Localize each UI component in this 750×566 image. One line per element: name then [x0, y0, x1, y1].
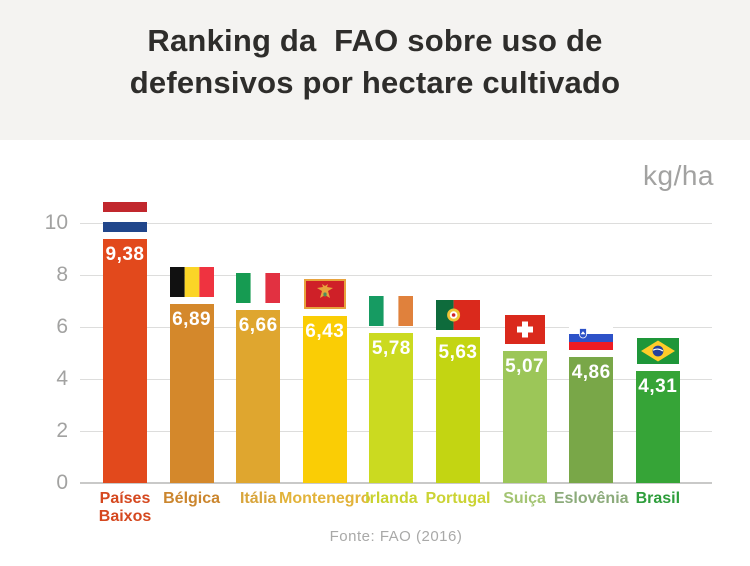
- bar-value-irlanda: 5,78: [371, 338, 411, 359]
- category-label-montenegro: Montenegro: [279, 490, 371, 507]
- bar-value-eslovenia: 4,86: [571, 362, 611, 383]
- bar-value-paises-baixos: 9,38: [105, 244, 145, 265]
- slovenia-flag: [569, 326, 614, 350]
- bar-value-brasil: 4,31: [638, 376, 678, 397]
- unit-label: kg/ha: [643, 160, 714, 191]
- title-line-1: Ranking da FAO sobre uso de: [147, 23, 603, 58]
- ireland-flag: [369, 296, 414, 326]
- category-label-suica: Suiça: [503, 490, 546, 507]
- bar-italia: 6,66: [236, 310, 281, 483]
- gridline-10: [80, 223, 712, 224]
- gridline-8: [80, 275, 712, 276]
- source-caption: Fonte: FAO (2016): [329, 528, 463, 545]
- bar-value-portugal: 5,63: [438, 342, 478, 363]
- title-banner: Ranking da FAO sobre uso de defensivos p…: [0, 0, 750, 140]
- bar-portugal: 5,63: [436, 337, 480, 483]
- bar-group-italia: 6,66 Itália: [236, 223, 281, 507]
- netherlands-flag: [103, 202, 147, 232]
- page-title: Ranking da FAO sobre uso de defensivos p…: [0, 20, 750, 104]
- belgium-flag: [169, 267, 214, 297]
- plot-area: 9,38 Países Baixos 6,89 Bélgica 6,66 Itália 6,…: [80, 202, 712, 525]
- montenegro-flag: [303, 279, 346, 309]
- bar-eslovenia: 4,86: [569, 357, 614, 483]
- bar-montenegro: 6,43: [302, 316, 347, 483]
- switzerland-flag: [504, 315, 545, 344]
- y-tick-label-4: 4: [56, 367, 68, 390]
- italy-flag: [236, 273, 281, 303]
- bar-value-belgica: 6,89: [172, 309, 212, 330]
- bar-group-belgica: 6,89 Bélgica: [163, 223, 220, 507]
- bar-group-eslovenia: 4,86 Eslovênia: [554, 223, 629, 507]
- bar-value-suica: 5,07: [505, 356, 545, 377]
- bar-paises-baixos: 9,38: [103, 239, 147, 483]
- bar-group-irlanda: 5,78 Irlanda: [365, 223, 418, 507]
- category-label-irlanda: Irlanda: [365, 490, 418, 507]
- category-label-eslovenia: Eslovênia: [553, 490, 629, 507]
- bar-value-italia: 6,66: [238, 315, 278, 336]
- category-label-italia: Itália: [239, 490, 277, 507]
- bar-group-paises-baixos: 9,38 Países Baixos: [99, 202, 151, 525]
- brazil-flag: [636, 338, 679, 364]
- y-tick-label-6: 6: [56, 315, 68, 338]
- portugal-flag: [436, 300, 480, 330]
- bar-belgica: 6,89: [169, 304, 214, 483]
- bar-brasil: 4,31: [635, 371, 680, 483]
- category-label-brasil: Brasil: [635, 490, 681, 507]
- gridline-6: [80, 327, 712, 328]
- bar-group-suica: 5,07 Suiça: [502, 223, 547, 507]
- bar-group-montenegro: 6,43 Montenegro: [279, 223, 371, 507]
- category-label-belgica: Bélgica: [163, 490, 221, 507]
- y-tick-label-2: 2: [56, 419, 68, 442]
- bar-irlanda: 5,78: [369, 333, 414, 483]
- category-label-paises-baixos: Países Baixos: [98, 490, 152, 525]
- y-tick-label-0: 0: [56, 471, 68, 494]
- bar-group-brasil: 4,31 Brasil: [635, 223, 680, 507]
- y-tick-label-10: 10: [44, 211, 68, 234]
- x-axis-line: [80, 482, 712, 484]
- title-line-2: defensivos por hectare cultivado: [129, 65, 621, 100]
- bar-group-portugal: 5,63 Portugal: [426, 223, 490, 507]
- bar-suica: 5,07: [502, 351, 547, 483]
- category-label-portugal: Portugal: [425, 490, 491, 507]
- y-tick-label-8: 8: [56, 263, 68, 286]
- bar-value-montenegro: 6,43: [305, 321, 345, 342]
